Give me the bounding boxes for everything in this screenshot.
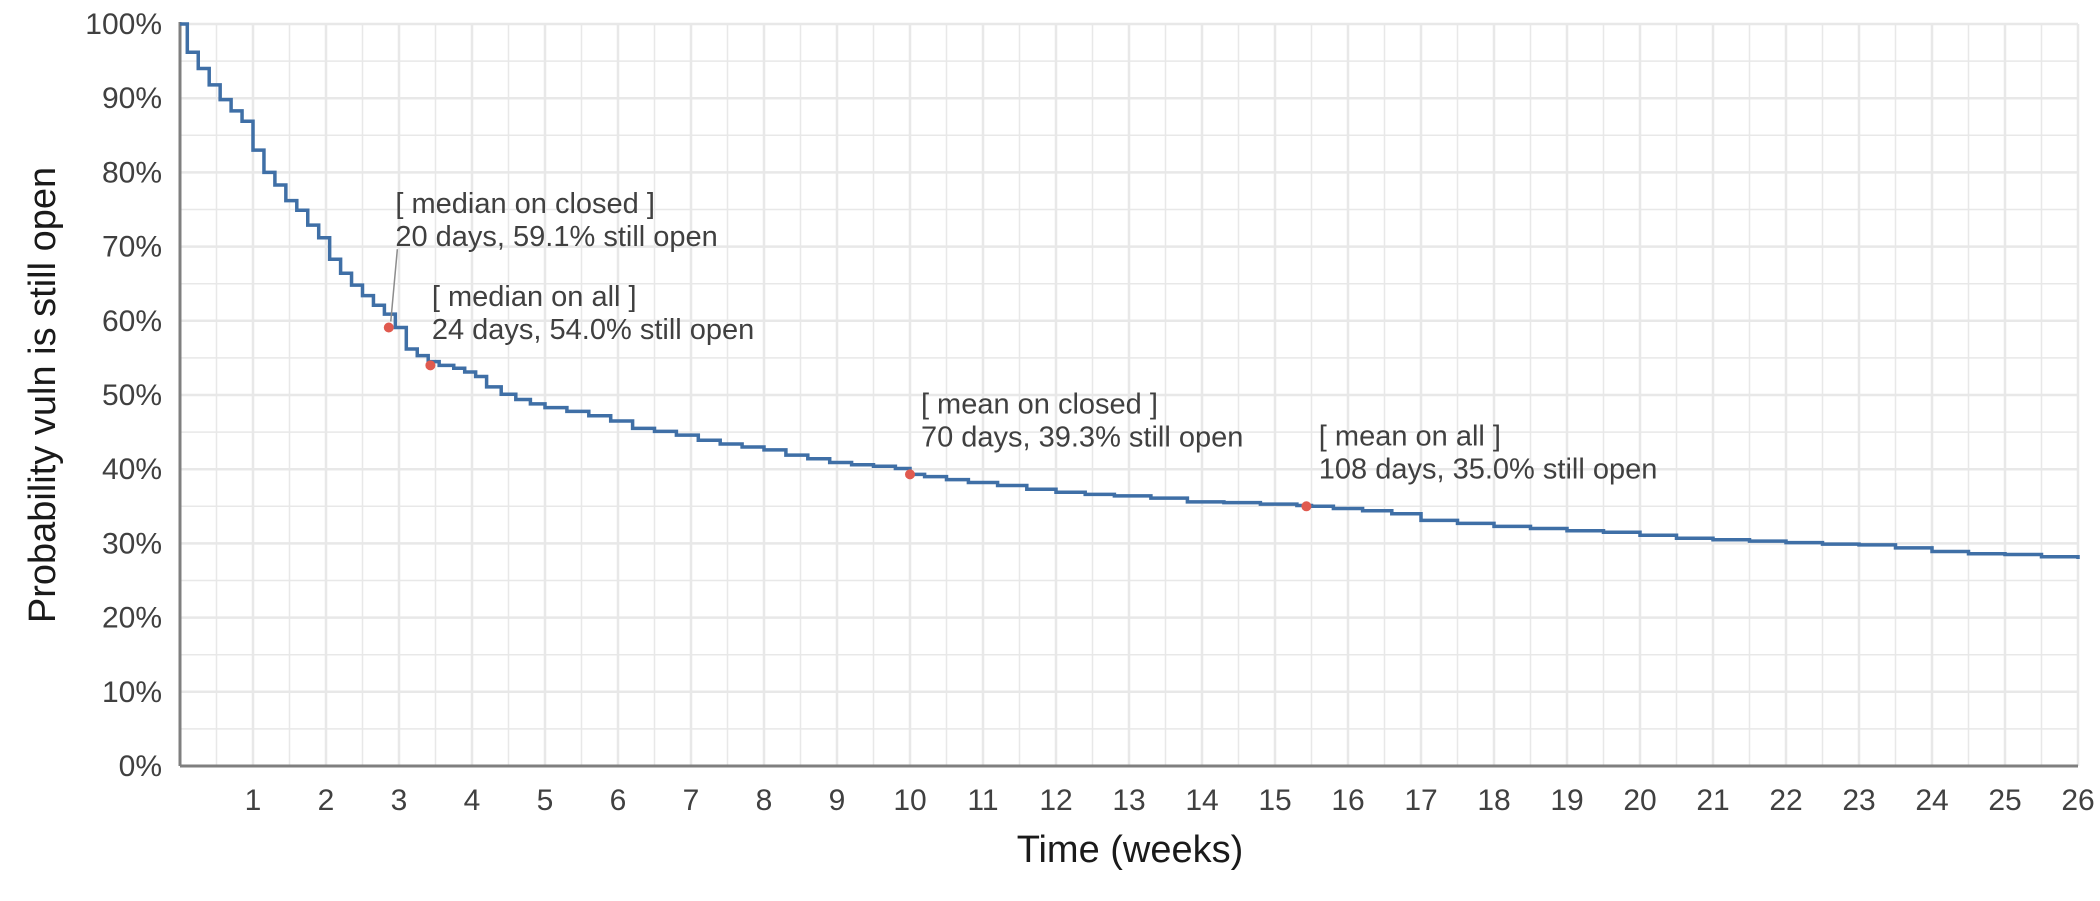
x-tick-label: 8 bbox=[756, 784, 773, 817]
y-tick-label: 100% bbox=[85, 8, 162, 41]
annotation-label-value: 20 days, 59.1% still open bbox=[395, 221, 717, 253]
x-tick-label: 2 bbox=[318, 784, 335, 817]
x-tick-label: 22 bbox=[1769, 784, 1802, 817]
x-tick-label: 26 bbox=[2061, 784, 2094, 817]
y-tick-label: 10% bbox=[102, 676, 162, 709]
x-tick-label: 20 bbox=[1623, 784, 1656, 817]
x-tick-label: 14 bbox=[1185, 784, 1218, 817]
annotation-label-title: [ median on all ] bbox=[432, 281, 637, 313]
annotation-marker bbox=[905, 469, 915, 480]
grid bbox=[180, 22, 2080, 766]
x-tick-label: 21 bbox=[1696, 784, 1729, 817]
x-tick-label: 1 bbox=[245, 784, 262, 817]
y-axis-title: Probability vuln is still open bbox=[22, 167, 64, 623]
y-tick-label: 0% bbox=[119, 750, 162, 783]
x-tick-label: 13 bbox=[1112, 784, 1145, 817]
annotation-label-title: [ median on closed ] bbox=[395, 188, 655, 220]
annotation-label-value: 24 days, 54.0% still open bbox=[432, 314, 754, 346]
x-tick-label: 3 bbox=[391, 784, 408, 817]
annotation-marker bbox=[1301, 501, 1312, 512]
y-tick-label: 50% bbox=[102, 379, 162, 412]
x-tick-label: 24 bbox=[1915, 784, 1948, 817]
x-tick-label: 15 bbox=[1258, 784, 1291, 817]
x-tick-label: 12 bbox=[1039, 784, 1072, 817]
x-tick-label: 18 bbox=[1477, 784, 1510, 817]
x-tick-label: 5 bbox=[537, 784, 554, 817]
x-tick-label: 19 bbox=[1550, 784, 1583, 817]
x-tick-label: 10 bbox=[893, 784, 926, 817]
y-tick-label: 20% bbox=[102, 602, 162, 635]
annotations: [ median on closed ]20 days, 59.1% still… bbox=[383, 188, 1658, 512]
annotation-label-title: [ mean on closed ] bbox=[921, 389, 1158, 421]
x-tick-label: 6 bbox=[610, 784, 627, 817]
x-axis-title: Time (weeks) bbox=[1017, 829, 1244, 871]
annotation-marker bbox=[425, 360, 436, 371]
x-tick-label: 23 bbox=[1842, 784, 1875, 817]
x-tick-label: 7 bbox=[683, 784, 700, 817]
annotation-leader-line bbox=[390, 249, 399, 322]
x-tick-label: 25 bbox=[1988, 784, 2021, 817]
x-tick-label: 17 bbox=[1404, 784, 1437, 817]
x-tick-label: 16 bbox=[1331, 784, 1364, 817]
y-tick-label: 80% bbox=[102, 156, 162, 189]
y-tick-label: 40% bbox=[102, 453, 162, 486]
annotation-marker bbox=[383, 322, 394, 333]
x-tick-label: 4 bbox=[464, 784, 481, 817]
y-tick-label: 70% bbox=[102, 231, 162, 264]
axes: 0%10%20%30%40%50%60%70%80%90%100%1 2 3 4 5 6 7… bbox=[85, 8, 2094, 817]
annotation-label-title: [ mean on all ] bbox=[1319, 420, 1501, 452]
survival-step-line bbox=[180, 22, 2080, 559]
y-tick-label: 30% bbox=[102, 527, 162, 560]
x-tick-label: 11 bbox=[967, 784, 998, 817]
x-tick-label: 9 bbox=[829, 784, 846, 817]
annotation-label-value: 108 days, 35.0% still open bbox=[1319, 453, 1658, 485]
y-tick-label: 60% bbox=[102, 305, 162, 338]
y-tick-label: 90% bbox=[102, 82, 162, 115]
annotation-label-value: 70 days, 39.3% still open bbox=[921, 422, 1243, 454]
series-layer bbox=[180, 22, 2080, 559]
